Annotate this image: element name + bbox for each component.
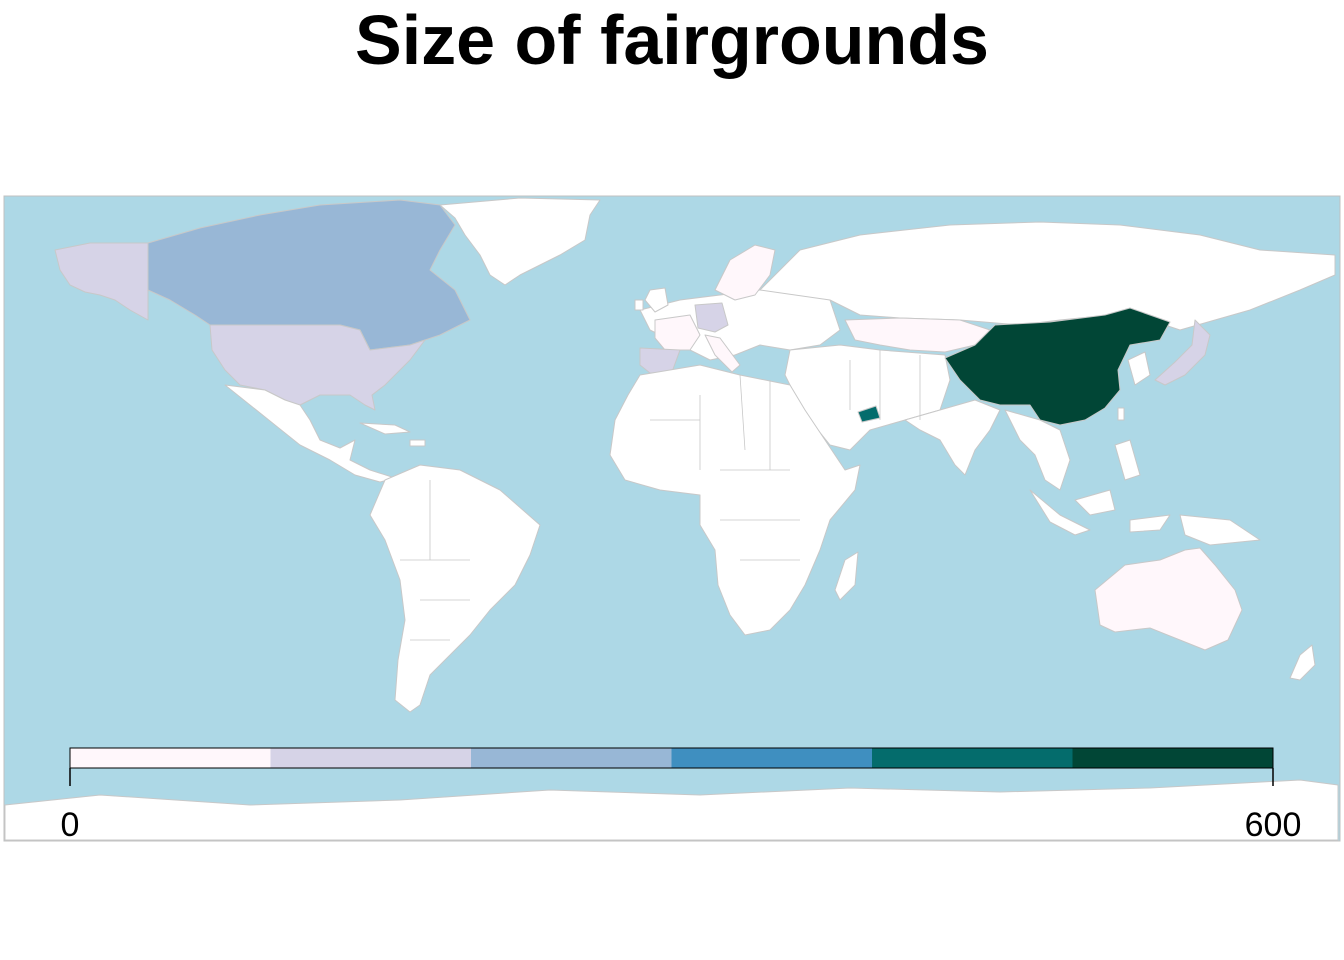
southeast-asia <box>1004 409 1071 491</box>
region-australia <box>1094 547 1243 651</box>
madagascar <box>834 551 859 601</box>
south-asia <box>904 399 1001 476</box>
korea <box>1127 351 1151 386</box>
region-canada <box>147 199 471 351</box>
region-kazakhstan <box>844 317 991 353</box>
region-sweden <box>714 244 776 301</box>
legend-color-bins <box>70 748 1274 768</box>
greenland <box>439 197 601 286</box>
caribbean <box>359 422 426 447</box>
country-borders <box>400 350 921 641</box>
africa <box>609 364 861 636</box>
legend-bin-2 <box>270 748 472 768</box>
legend-bin-3 <box>471 748 672 768</box>
region-france <box>654 314 701 351</box>
uk-ireland <box>634 287 669 313</box>
south-america <box>369 464 541 713</box>
philippines <box>1114 439 1141 481</box>
region-italy <box>704 334 741 373</box>
legend-bin-1 <box>70 748 271 768</box>
legend-min-label: 0 <box>61 806 80 844</box>
indonesia-islands <box>1029 489 1261 546</box>
legend: 0 600 <box>61 747 1302 844</box>
region-japan <box>1154 319 1211 386</box>
region-china <box>944 307 1171 426</box>
region-united-states <box>209 324 426 411</box>
legend-bin-5 <box>872 748 1073 768</box>
mexico-central-america <box>224 384 396 483</box>
new-zealand <box>1289 644 1316 681</box>
region-alaska <box>54 242 149 321</box>
map-title: Size of fairgrounds <box>355 1 989 79</box>
legend-max-label: 600 <box>1245 806 1302 844</box>
taiwan <box>1117 407 1125 421</box>
legend-bin-4 <box>671 748 873 768</box>
legend-frame <box>69 747 1274 769</box>
antarctica <box>4 779 1339 841</box>
legend-bin-6 <box>1072 748 1274 768</box>
region-germany <box>694 302 729 333</box>
